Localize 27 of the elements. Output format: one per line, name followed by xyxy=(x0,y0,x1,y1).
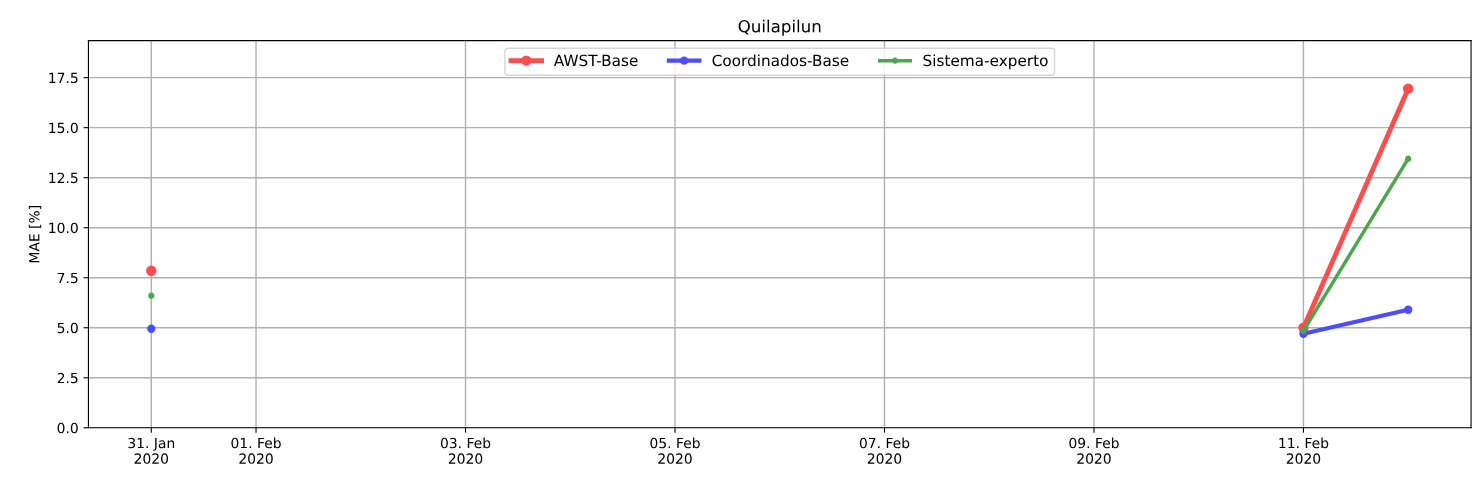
legend-label: AWST-Base xyxy=(553,54,638,67)
chart-title: Quilapilun xyxy=(738,19,821,36)
point xyxy=(1404,305,1413,314)
legend-label: Sistema-experto xyxy=(923,54,1048,70)
point xyxy=(1300,327,1307,334)
y-tick-label: 15.0 xyxy=(49,122,78,134)
y-tick-label: 10.0 xyxy=(49,222,78,234)
x-tick-label: 03. Feb 2020 xyxy=(440,437,491,464)
point xyxy=(1402,83,1414,94)
legend-label: Coordinados-Base xyxy=(712,54,849,67)
point xyxy=(146,265,157,276)
point xyxy=(147,324,156,333)
x-tick-label: 01. Feb 2020 xyxy=(231,437,281,464)
x-tick-label: 31. Jan 2020 xyxy=(128,437,175,464)
y-tick-label: 7.5 xyxy=(57,272,78,284)
x-tick-label: 11. Feb 2020 xyxy=(1279,437,1329,464)
x-tick-label: 05. Feb 2020 xyxy=(650,437,700,464)
y-tick-label: 17.5 xyxy=(49,72,78,84)
x-tick-label: 09. Feb 2020 xyxy=(1069,437,1119,464)
x-tick-label: 07. Feb 2020 xyxy=(859,437,910,464)
point xyxy=(148,292,155,299)
point xyxy=(1405,155,1412,162)
y-axis-title: MAE [%] xyxy=(28,206,42,263)
y-tick-label: 5.0 xyxy=(57,322,78,334)
y-tick-label: 0.0 xyxy=(57,422,78,434)
y-tick-label: 2.5 xyxy=(57,372,78,384)
y-tick-label: 12.5 xyxy=(49,172,78,184)
